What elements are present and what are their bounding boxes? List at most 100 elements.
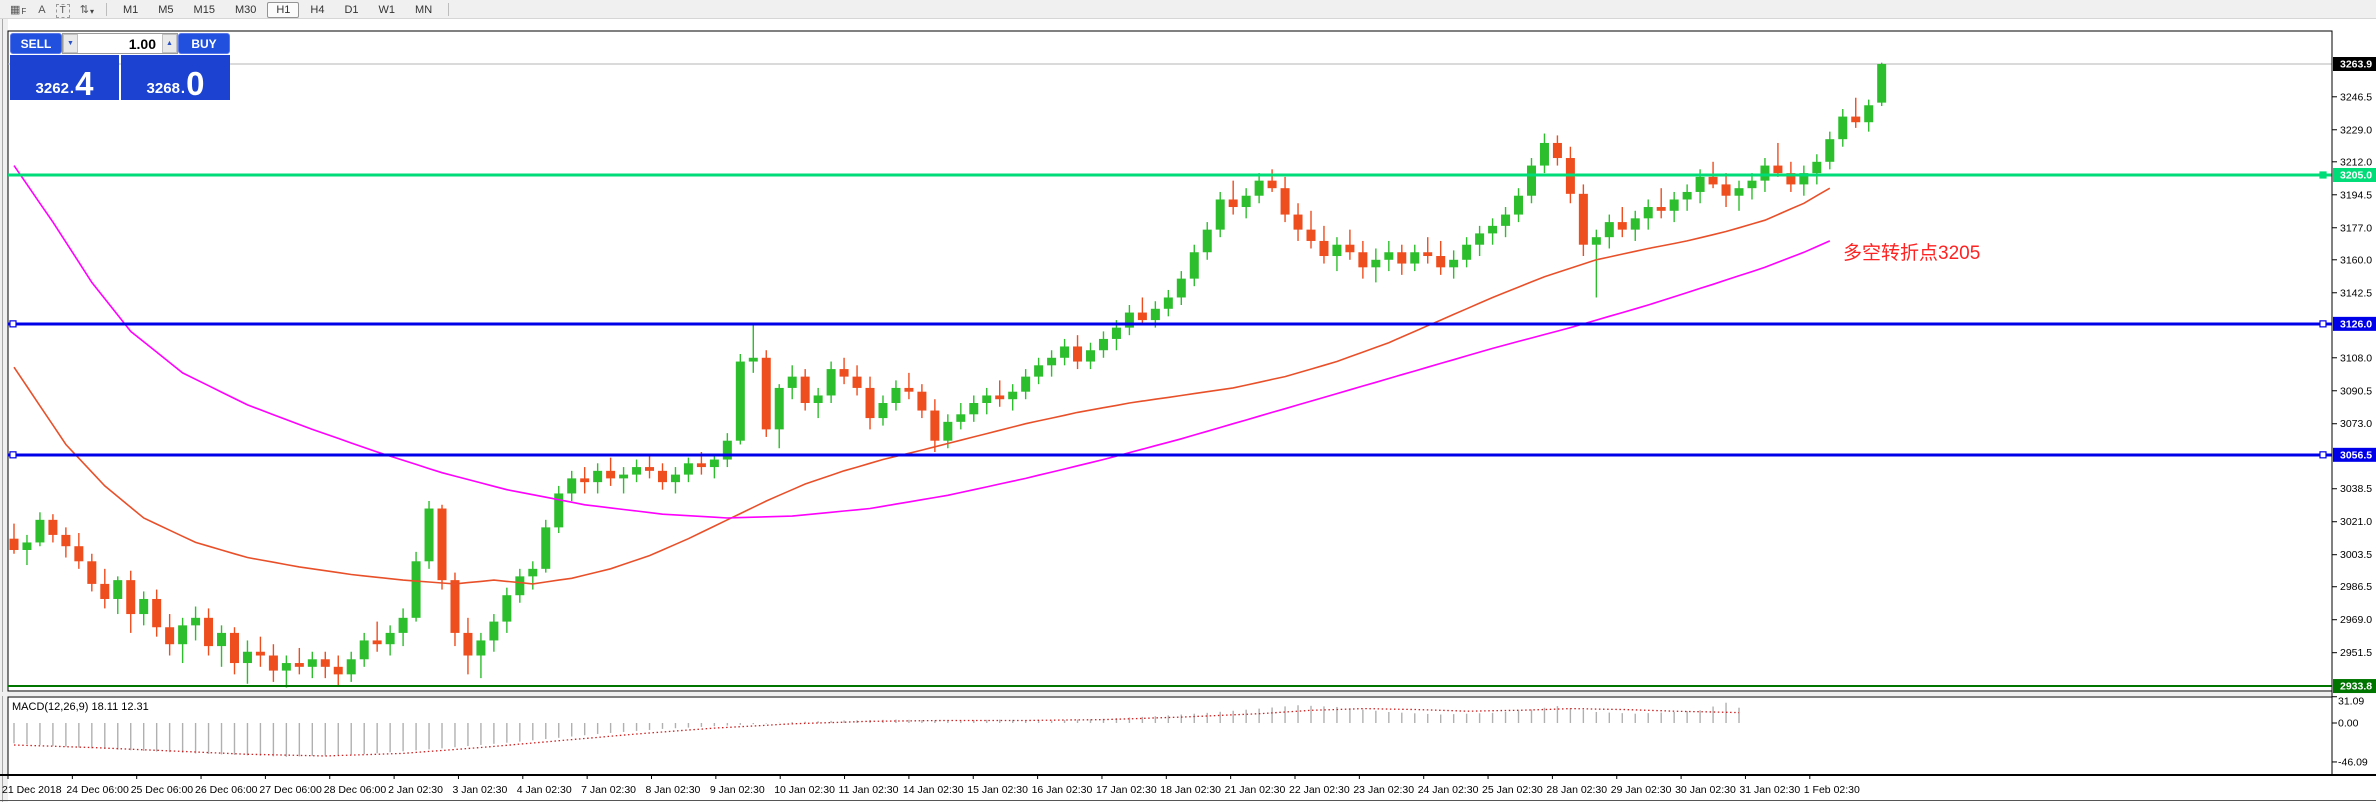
pane-separator[interactable]	[0, 692, 2376, 696]
time-axis-label[interactable]: 14 Jan 02:30	[903, 784, 964, 796]
time-axis-label[interactable]: 16 Jan 02:30	[1032, 784, 1093, 796]
timeframe-button-h1[interactable]: H1	[267, 2, 300, 18]
timeframe-button-mn[interactable]: MN	[415, 4, 433, 16]
candle-body	[943, 421, 953, 441]
time-axis-label[interactable]: 9 Jan 02:30	[710, 784, 765, 796]
time-axis-label[interactable]: 21 Dec 2018	[2, 784, 62, 796]
timeframe-button-m15[interactable]: M15	[193, 4, 215, 16]
candle-body	[450, 580, 460, 633]
time-axis-label[interactable]: 24 Dec 06:00	[66, 784, 129, 796]
time-axis-label[interactable]: 7 Jan 02:30	[581, 784, 636, 796]
price-axis-label: 2951.5	[2340, 647, 2372, 659]
text-label-icon[interactable]: T	[55, 4, 70, 18]
candle-body	[1721, 184, 1731, 196]
candle-body	[606, 470, 616, 479]
time-axis-label[interactable]: 4 Jan 02:30	[517, 784, 572, 796]
time-axis-label[interactable]: 26 Dec 06:00	[195, 784, 258, 796]
candle-body	[1423, 252, 1433, 257]
timeframe-button-m1[interactable]: M1	[122, 4, 139, 16]
volume-input[interactable]	[78, 34, 162, 53]
time-axis-label[interactable]: 23 Jan 02:30	[1353, 784, 1414, 796]
candle-body	[852, 376, 862, 388]
hline-anchor[interactable]	[2319, 451, 2327, 459]
time-axis-label[interactable]: 15 Jan 02:30	[967, 784, 1028, 796]
hline-anchor[interactable]	[9, 320, 17, 328]
candle-body	[1358, 252, 1368, 268]
time-axis-label[interactable]: 29 Jan 02:30	[1611, 784, 1672, 796]
candle-body	[748, 357, 758, 362]
time-axis-label[interactable]: 25 Jan 02:30	[1482, 784, 1543, 796]
timeframe-button-w1[interactable]: W1	[378, 4, 396, 16]
price-axis-label: 2986.5	[2340, 581, 2372, 593]
time-axis-label[interactable]: 22 Jan 02:30	[1289, 784, 1350, 796]
candle-body	[87, 561, 97, 584]
time-axis-label[interactable]: 28 Dec 06:00	[324, 784, 387, 796]
candle-body	[1345, 244, 1355, 253]
candle-body	[1864, 105, 1874, 123]
candle-body	[502, 595, 512, 622]
time-axis-label[interactable]: 11 Jan 02:30	[839, 784, 899, 796]
hline-anchor[interactable]	[2319, 171, 2327, 179]
candle-body	[1267, 180, 1277, 189]
new-order-grid-icon[interactable]: ▦ F	[10, 4, 27, 16]
time-axis-label[interactable]: 30 Jan 02:30	[1675, 784, 1736, 796]
main-chart-pane[interactable]	[7, 30, 2333, 692]
candle-body	[1215, 199, 1225, 230]
time-axis-label[interactable]: 8 Jan 02:30	[646, 784, 701, 796]
timeframe-button-h4[interactable]: H4	[310, 4, 325, 16]
candle-body	[1176, 278, 1186, 298]
time-axis-label[interactable]: 25 Dec 06:00	[131, 784, 194, 796]
price-level-badge	[2333, 316, 2376, 331]
candle-body	[1280, 188, 1290, 215]
candle-body	[1838, 116, 1848, 140]
hline-anchor[interactable]	[2319, 320, 2327, 328]
candle-body	[1202, 229, 1212, 253]
candle-body	[1643, 207, 1653, 219]
time-axis-label[interactable]: 31 Jan 02:30	[1739, 784, 1800, 796]
sell-button[interactable]: SELL	[10, 33, 62, 54]
time-axis-label[interactable]: 2 Jan 02:30	[388, 784, 443, 796]
chart-annotation-text[interactable]: 多空转折点3205	[1843, 243, 1981, 264]
time-axis-label[interactable]: 24 Jan 02:30	[1418, 784, 1479, 796]
volume-increase-button[interactable]: ▲	[162, 34, 177, 53]
candle-body	[463, 632, 473, 656]
ask-price-panel[interactable]: 3268 . 0	[121, 55, 230, 100]
candle-body	[1021, 376, 1031, 392]
price-axis-label: 3090.5	[2340, 385, 2372, 397]
time-axis-label[interactable]: 28 Jan 02:30	[1546, 784, 1607, 796]
left-window-edge	[0, 19, 8, 802]
time-axis-label[interactable]: 27 Dec 06:00	[259, 784, 322, 796]
toolbar-icon-group: ▦ F A T ⇅ ▾	[4, 0, 100, 18]
hline-anchor[interactable]	[9, 451, 17, 459]
candle-body	[930, 410, 940, 441]
candle-body	[113, 580, 123, 599]
candle-body	[191, 617, 201, 626]
candle-body	[969, 403, 979, 415]
cursor-pointer-icon[interactable]: A	[38, 4, 46, 16]
candle-body	[956, 414, 966, 422]
time-axis-label[interactable]: 3 Jan 02:30	[452, 784, 507, 796]
candle-body	[229, 632, 239, 664]
timeframe-button-m5[interactable]: M5	[158, 4, 174, 16]
buy-button[interactable]: BUY	[178, 33, 230, 54]
candle-body	[632, 467, 642, 475]
time-axis-label[interactable]: 1 Feb 02:30	[1804, 784, 1860, 796]
time-axis-label[interactable]: 17 Jan 02:30	[1096, 784, 1157, 796]
timeframe-button-d1[interactable]: D1	[344, 4, 359, 16]
macd-pane[interactable]	[7, 696, 2333, 776]
price-level-badge-label: 3263.9	[2340, 59, 2372, 71]
time-axis-label[interactable]: 18 Jan 02:30	[1160, 784, 1221, 796]
candle-body	[593, 470, 603, 483]
bid-price-panel[interactable]: 3262 . 4	[10, 55, 119, 100]
candle-body	[619, 474, 629, 479]
price-axis-panel[interactable]	[2332, 31, 2376, 775]
timeframe-button-m30[interactable]: M30	[234, 4, 257, 16]
time-axis-label[interactable]: 10 Jan 02:30	[774, 784, 835, 796]
candle-body	[787, 376, 797, 388]
candle-body	[1371, 259, 1381, 268]
candle-body	[839, 369, 849, 377]
time-axis-label[interactable]: 21 Jan 02:30	[1225, 784, 1286, 796]
crosshair-arrows-icon[interactable]: ⇅ ▾	[79, 4, 94, 16]
volume-decrease-button[interactable]: ▼	[63, 34, 78, 53]
